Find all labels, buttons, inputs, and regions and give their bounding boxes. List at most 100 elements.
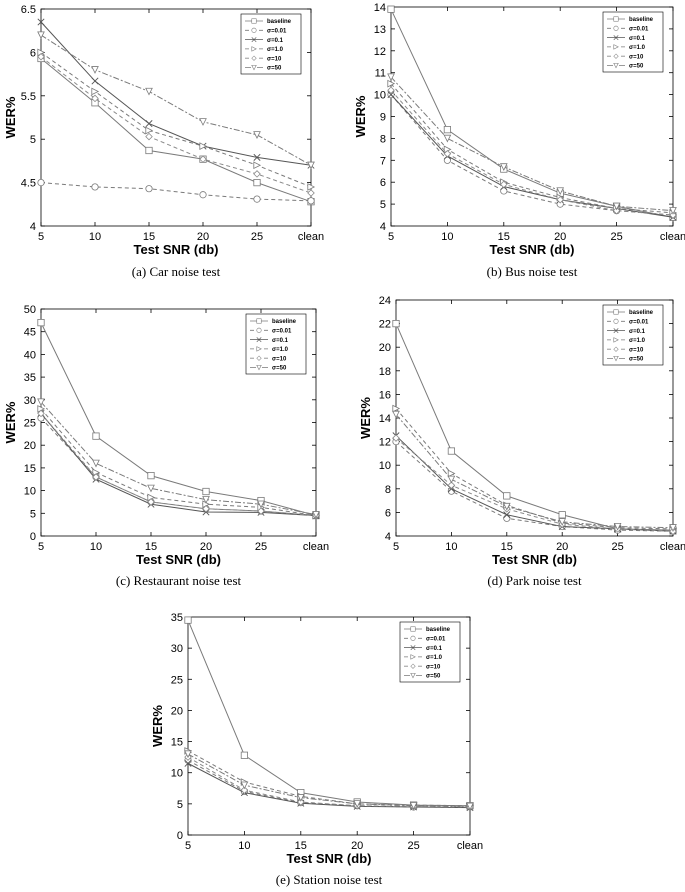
y-tick-label: 9 bbox=[380, 112, 386, 124]
data-point bbox=[202, 504, 210, 513]
data-point bbox=[387, 5, 395, 13]
series-line bbox=[40, 322, 317, 517]
legend-marker bbox=[613, 346, 619, 352]
chart-panel-4: 4 6 8 10 12 14 16 18 20 22 24 5 10 15 20 25 clean Test SN… bbox=[358, 295, 685, 588]
data-point bbox=[503, 492, 511, 500]
data-point bbox=[147, 472, 155, 480]
series-line bbox=[187, 759, 470, 808]
legend-marker bbox=[410, 672, 416, 679]
x-tick-label: 5 bbox=[38, 541, 44, 553]
series-line bbox=[390, 8, 674, 218]
series-1 bbox=[37, 179, 315, 205]
data-point bbox=[91, 94, 99, 103]
data-point bbox=[37, 179, 45, 187]
data-point bbox=[37, 398, 45, 407]
legend-box bbox=[602, 11, 664, 73]
data-point bbox=[392, 319, 400, 328]
series-3 bbox=[37, 48, 316, 191]
series-line bbox=[187, 753, 471, 807]
data-point bbox=[240, 786, 249, 794]
series-line bbox=[187, 750, 471, 807]
x-axis-label: Test SNR (db) bbox=[134, 242, 219, 257]
series-line bbox=[40, 413, 317, 517]
x-tick-label: 20 bbox=[554, 231, 566, 243]
data-point bbox=[556, 195, 564, 204]
data-point bbox=[556, 187, 565, 196]
data-point bbox=[253, 195, 261, 203]
legend-box bbox=[245, 313, 307, 375]
y-tick-label: 11 bbox=[375, 68, 386, 80]
y-tick-label: 7 bbox=[380, 155, 386, 167]
y-tick-label: 0 bbox=[30, 531, 36, 543]
legend-label: σ=0.1 bbox=[272, 338, 289, 344]
series-5 bbox=[184, 750, 474, 811]
data-point bbox=[447, 475, 456, 484]
x-tick-label: clean bbox=[660, 541, 685, 553]
data-point bbox=[253, 178, 261, 187]
y-tick-label: 8 bbox=[385, 484, 391, 496]
data-point bbox=[199, 118, 207, 126]
legend-marker bbox=[613, 53, 619, 59]
legend-label: σ=50 bbox=[426, 674, 441, 680]
data-point bbox=[307, 161, 315, 170]
y-tick-label: 20 bbox=[379, 342, 391, 354]
legend-label: σ=50 bbox=[272, 366, 287, 372]
series-line bbox=[40, 417, 317, 517]
series-3 bbox=[392, 404, 678, 533]
legend-label: baseline bbox=[629, 310, 654, 316]
series-4 bbox=[392, 434, 677, 536]
y-axis-label: WER% bbox=[353, 95, 368, 137]
x-tick-label: 25 bbox=[407, 840, 419, 852]
legend-label: σ=1.0 bbox=[629, 338, 646, 344]
legend-label: σ=10 bbox=[272, 356, 287, 362]
series-3 bbox=[387, 79, 678, 217]
data-point bbox=[253, 131, 261, 139]
legend-label: σ=1.0 bbox=[426, 655, 443, 661]
y-tick-label: 5 bbox=[380, 199, 386, 211]
data-point bbox=[612, 202, 621, 211]
legend-marker bbox=[251, 64, 257, 71]
series-line bbox=[40, 408, 317, 517]
chart-caption: (d) Park noise test bbox=[487, 573, 582, 588]
y-axis-label: WER% bbox=[3, 401, 18, 443]
data-point bbox=[387, 79, 396, 88]
legend-label: σ=0.01 bbox=[272, 329, 292, 335]
legend-marker bbox=[613, 337, 619, 343]
series-line bbox=[390, 83, 674, 214]
data-point bbox=[145, 185, 153, 193]
y-tick-label: 15 bbox=[171, 737, 183, 749]
legend-marker bbox=[410, 626, 416, 632]
y-tick-label: 5 bbox=[30, 134, 36, 146]
legend-label: σ=10 bbox=[629, 54, 644, 60]
y-tick-label: 6.5 bbox=[21, 4, 36, 16]
data-point bbox=[503, 514, 511, 522]
data-point bbox=[447, 481, 456, 490]
legend-label: σ=0.01 bbox=[629, 27, 649, 33]
series-1 bbox=[37, 414, 320, 520]
data-point bbox=[443, 149, 452, 158]
series-5 bbox=[387, 73, 677, 215]
legend-label: baseline bbox=[426, 627, 451, 633]
y-tick-label: 15 bbox=[24, 463, 36, 475]
y-tick-label: 22 bbox=[379, 319, 391, 331]
series-line bbox=[390, 76, 674, 212]
data-point bbox=[503, 511, 511, 519]
y-tick-label: 12 bbox=[374, 46, 386, 58]
data-point bbox=[612, 206, 621, 215]
series-line bbox=[187, 756, 471, 808]
x-tick-label: 15 bbox=[498, 231, 510, 243]
legend: baseline σ=0.01 σ=0.1 σ=1.0 σ=10 σ=50 bbox=[399, 621, 461, 683]
legend: baseline σ=0.01 σ=0.1 σ=1.0 σ=10 σ=50 bbox=[245, 313, 307, 375]
x-tick-label: 25 bbox=[611, 541, 623, 553]
data-point bbox=[37, 31, 45, 40]
legend-label: σ=0.01 bbox=[629, 320, 649, 326]
y-tick-label: 5.5 bbox=[21, 91, 36, 103]
data-point bbox=[145, 87, 153, 96]
x-tick-label: 5 bbox=[185, 840, 191, 852]
data-point bbox=[443, 134, 452, 143]
series-line bbox=[390, 94, 674, 216]
legend-box bbox=[602, 304, 664, 366]
series-line bbox=[40, 413, 317, 517]
